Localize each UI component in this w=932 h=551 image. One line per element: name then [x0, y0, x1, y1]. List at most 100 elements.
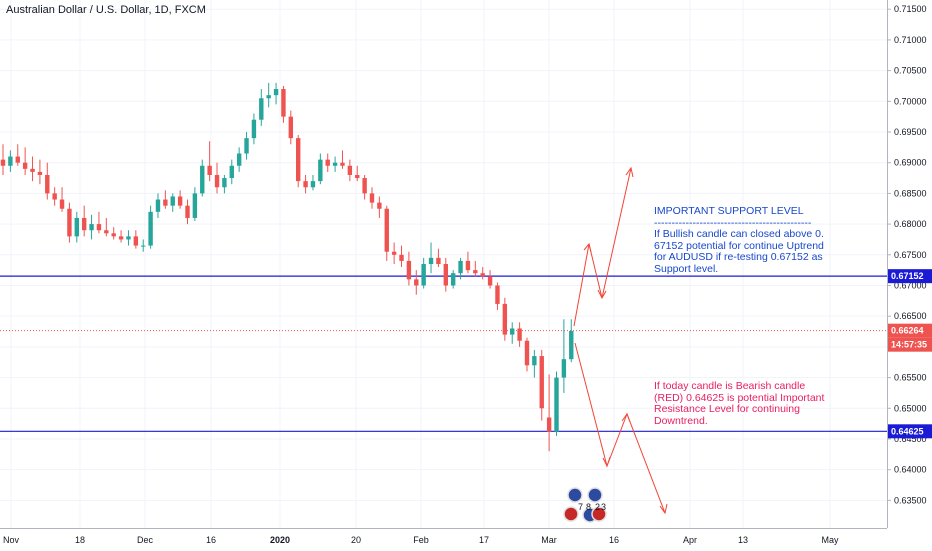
candle-body [200, 165, 205, 194]
candle-body [229, 165, 234, 179]
candle-body [391, 251, 397, 255]
event-us-flag-icon [591, 506, 607, 522]
current-price-label: 0.66264 [891, 326, 924, 336]
y-tick-label: 0.68000 [894, 219, 927, 229]
candle-body [428, 257, 434, 264]
y-tick-label: 0.65000 [894, 403, 927, 413]
candle-body [111, 233, 116, 237]
candle [421, 257, 426, 289]
candle [133, 230, 139, 249]
bullish-arrowhead-1 [583, 242, 592, 253]
candle-body [81, 217, 87, 231]
countdown-tag [888, 337, 932, 352]
candle [502, 297, 508, 341]
candle [318, 153, 323, 185]
candle [37, 159, 43, 185]
candle-body [487, 276, 493, 286]
candle [480, 267, 485, 280]
candle-body [450, 273, 456, 286]
candle-body [458, 260, 463, 274]
candle [22, 147, 28, 175]
y-tick-label: 0.67500 [894, 250, 927, 260]
candle [148, 205, 153, 249]
resistance-note-line: Resistance Level for continuing [654, 403, 800, 415]
candle-body [362, 178, 367, 194]
x-tick-label: May [821, 535, 839, 545]
candle [539, 349, 544, 421]
candle-body [222, 178, 227, 188]
candle [310, 174, 316, 191]
candle [510, 322, 515, 344]
event-count: 8 [586, 502, 591, 512]
candle-body [74, 217, 79, 237]
candle [332, 156, 338, 172]
candle [384, 205, 389, 261]
y-tick-label: 0.71000 [894, 35, 927, 45]
candle [273, 82, 279, 105]
candle-body [288, 116, 294, 139]
time-axis[interactable] [0, 528, 887, 551]
candle-body [185, 205, 190, 218]
candle [495, 282, 500, 311]
level-price-label: 0.64625 [891, 426, 924, 436]
candle-body [473, 270, 478, 274]
candle-body [15, 156, 20, 163]
economic-events[interactable]: 7 8 2 3 [563, 487, 607, 523]
resistance-note: If today candle is Bearish candle (RED) … [654, 380, 832, 427]
event-au-flag-icon [567, 487, 583, 503]
candle [281, 85, 286, 123]
x-tick-label: 13 [738, 535, 748, 545]
price-axis[interactable] [887, 0, 932, 528]
x-tick-label: 18 [75, 535, 85, 545]
candle-body [510, 328, 515, 335]
y-tick-label: 0.65500 [894, 373, 927, 383]
y-tick-label: 0.70000 [894, 96, 927, 106]
x-tick-label: 20 [351, 535, 361, 545]
support-note-line: Support level. [654, 262, 719, 275]
candle-body [126, 236, 131, 240]
candle-body [554, 377, 559, 432]
support-note-line: If Bullish candle can closed above 0. [654, 228, 824, 240]
candle [185, 199, 190, 225]
candle [569, 319, 574, 363]
candle [554, 371, 559, 436]
candle [229, 159, 234, 185]
candle [355, 165, 360, 182]
x-tick-label: 16 [609, 535, 619, 545]
y-tick-label: 0.64500 [894, 434, 927, 444]
candle-body [155, 199, 161, 212]
candle [59, 187, 65, 212]
candle [170, 193, 175, 212]
candle [126, 230, 131, 246]
candle-body [0, 159, 6, 166]
x-tick-label: 17 [479, 535, 489, 545]
candle-body [561, 359, 567, 378]
candle [465, 251, 471, 274]
candle-body [170, 196, 175, 206]
candle-body [52, 193, 57, 200]
support-note-separator: ----------------------------------------… [654, 217, 812, 229]
candle [200, 159, 205, 197]
candle-body [104, 230, 109, 234]
event-count: 2 [595, 502, 600, 512]
y-tick-label: 0.68500 [894, 188, 927, 198]
x-tick-label: Mar [541, 535, 557, 545]
candle-body [37, 171, 43, 175]
candle [340, 150, 345, 169]
level-price-label: 0.67152 [891, 271, 924, 281]
y-tick-label: 0.69000 [894, 158, 927, 168]
candle-body [296, 138, 301, 182]
candle-body [369, 193, 375, 203]
level-price-tag [888, 424, 932, 439]
bullish-arrowhead-2 [597, 289, 607, 300]
candle [67, 202, 72, 243]
candle [561, 319, 567, 393]
candle [266, 82, 271, 108]
candle-body [539, 356, 544, 409]
candle-body [8, 156, 13, 166]
candle-body [118, 236, 124, 240]
x-tick-label: 2020 [270, 535, 290, 545]
candle-body [281, 89, 286, 117]
candle [443, 257, 448, 292]
y-tick-label: 0.63500 [894, 495, 927, 505]
